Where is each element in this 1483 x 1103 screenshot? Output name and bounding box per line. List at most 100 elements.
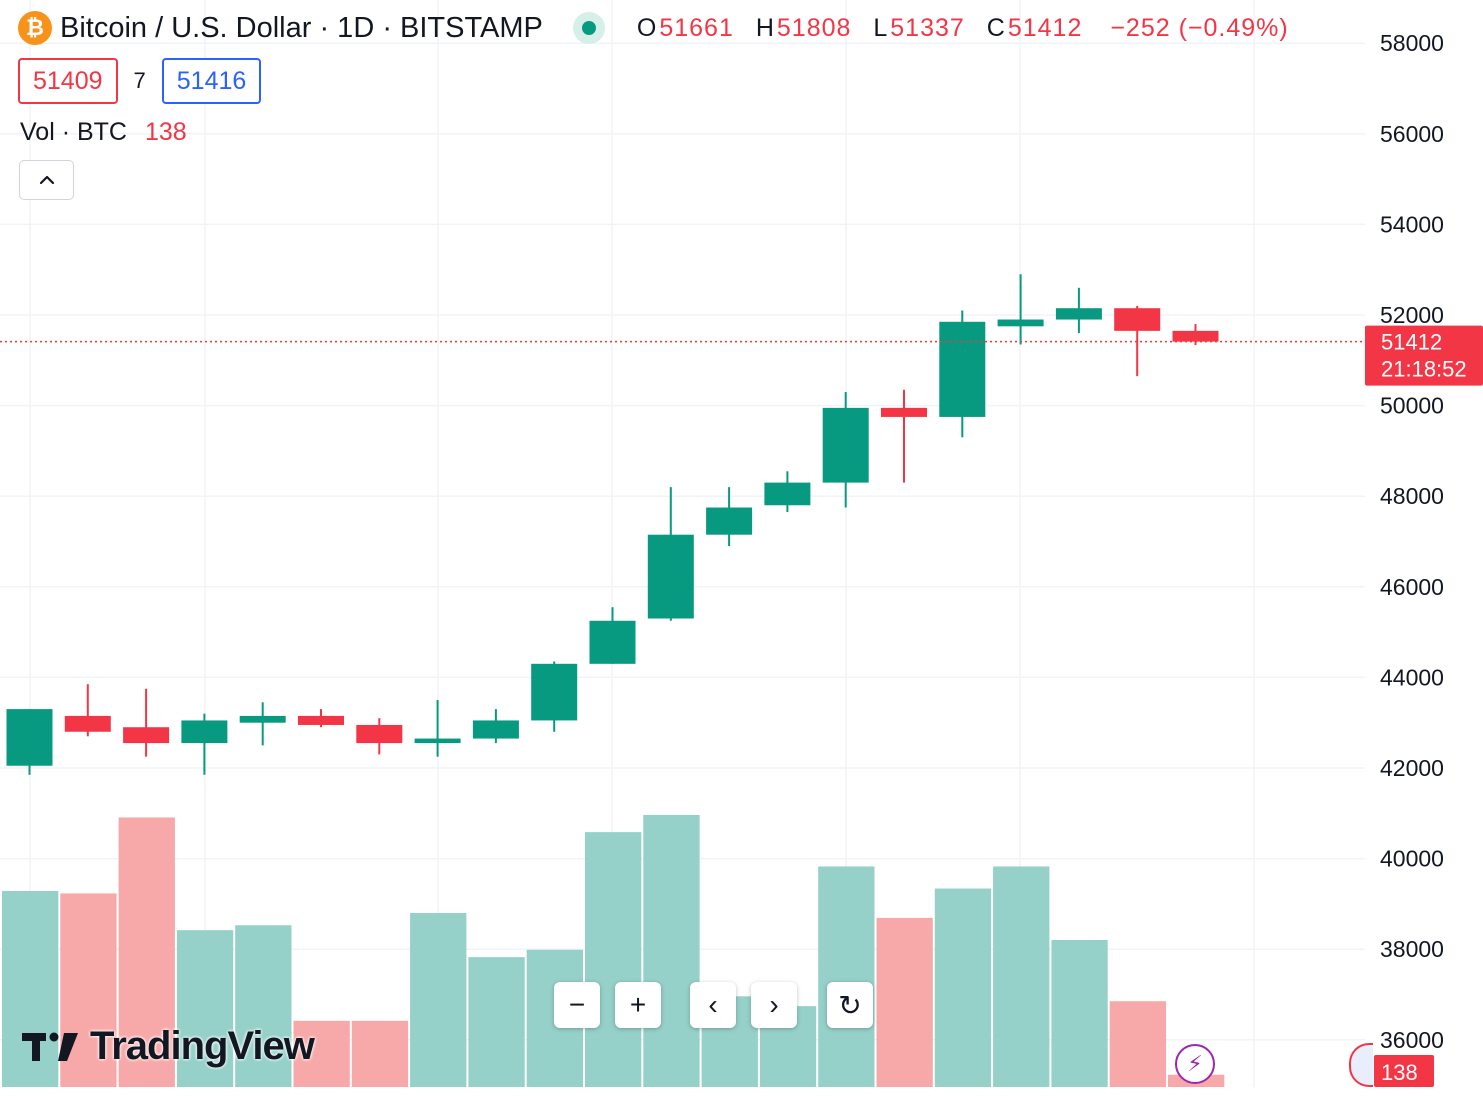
- volume-bar: [993, 866, 1050, 1087]
- volume-bar: [876, 917, 933, 1087]
- volume-label: Vol · BTC: [20, 118, 127, 146]
- candle-body: [764, 482, 811, 506]
- chart-legend: ₿ Bitcoin / U.S. Dollar · 1D · BITSTAMP …: [18, 9, 1289, 47]
- candle[interactable]: [298, 709, 344, 728]
- candle[interactable]: [589, 607, 636, 664]
- price-axis-label: 36000: [1380, 1027, 1444, 1053]
- candle-body: [881, 407, 927, 417]
- scroll-right-button[interactable]: ›: [751, 982, 797, 1028]
- lightning-icon[interactable]: ⚡: [1175, 1044, 1215, 1084]
- candle-body: [589, 620, 636, 664]
- tradingview-logo[interactable]: TradingView: [22, 1024, 315, 1069]
- low-value: 51337: [890, 13, 965, 42]
- high-value: 51808: [776, 13, 852, 42]
- price-axis-label: 50000: [1380, 393, 1444, 419]
- open-value: 51661: [659, 13, 734, 42]
- candle[interactable]: [939, 310, 986, 438]
- price-axis-label: 52000: [1380, 302, 1444, 328]
- high-label: H: [755, 13, 775, 42]
- candle[interactable]: [356, 718, 403, 755]
- ohlc-values: O51661 H51808 L51337 C51412 −252 (−0.49%…: [637, 14, 1289, 43]
- spread-value: 7: [133, 68, 146, 93]
- candle-body: [6, 709, 53, 766]
- candle[interactable]: [6, 709, 53, 775]
- price-axis-label: 40000: [1380, 846, 1444, 872]
- trade-panel: 51409 7 51416: [18, 58, 262, 104]
- candle-body: [997, 319, 1044, 327]
- volume-bar: [176, 930, 234, 1087]
- buy-button[interactable]: 51416: [161, 58, 262, 104]
- candle-body: [239, 715, 286, 723]
- volume-bar: [410, 913, 467, 1087]
- candle-body: [298, 715, 344, 725]
- candle[interactable]: [181, 713, 228, 775]
- price-axis-label: 42000: [1380, 755, 1444, 781]
- bar-countdown: 21:18:52: [1381, 357, 1467, 382]
- tradingview-wordmark: TradingView: [90, 1024, 315, 1068]
- symbol-title[interactable]: Bitcoin / U.S. Dollar · 1D · BITSTAMP: [60, 11, 543, 44]
- candle[interactable]: [531, 661, 578, 732]
- volume-bar: [293, 1020, 350, 1087]
- close-value: 51412: [1007, 13, 1083, 42]
- price-axis-label: 54000: [1380, 211, 1444, 237]
- close-label: C: [986, 13, 1006, 42]
- volume-bar: [118, 817, 175, 1087]
- volume-bar: [585, 832, 642, 1087]
- candle-body: [1114, 308, 1161, 331]
- last-price-tag: 51412 21:18:52: [1365, 325, 1483, 386]
- volume-bar: [351, 1020, 409, 1087]
- price-axis-label: 46000: [1380, 574, 1444, 600]
- candle-body: [706, 507, 753, 535]
- candle[interactable]: [1114, 305, 1161, 377]
- last-price-value: 51412: [1381, 330, 1442, 355]
- candle-body: [356, 724, 403, 744]
- candle[interactable]: [706, 487, 753, 547]
- volume-bar: [818, 866, 875, 1087]
- volume-bar: [1109, 1001, 1166, 1087]
- volume-bar: [934, 888, 992, 1087]
- zoom-in-button[interactable]: +: [615, 982, 661, 1028]
- volume-bars: [2, 815, 1225, 1087]
- price-axis-label: 44000: [1380, 664, 1444, 690]
- low-label: L: [873, 13, 889, 42]
- candle[interactable]: [472, 709, 519, 744]
- candle[interactable]: [123, 688, 170, 757]
- candle[interactable]: [647, 487, 694, 621]
- volume-tag-value: 138: [1381, 1060, 1418, 1085]
- scroll-left-button[interactable]: ‹: [690, 982, 736, 1028]
- price-axis-label: 56000: [1380, 121, 1444, 147]
- candle[interactable]: [414, 700, 461, 757]
- candle[interactable]: [881, 389, 927, 483]
- candle[interactable]: [822, 392, 869, 508]
- price-axis[interactable]: 58000 56000 54000 52000 50000 48000 46000 44000…: [1380, 30, 1444, 1053]
- candle[interactable]: [1055, 287, 1102, 334]
- candle-body: [1172, 330, 1219, 342]
- reset-chart-button[interactable]: ↻: [827, 982, 873, 1028]
- chevron-up-icon: [39, 175, 54, 185]
- volume-bar: [1051, 939, 1108, 1087]
- collapse-legend-button[interactable]: [19, 160, 74, 200]
- volume-bar: [60, 893, 117, 1087]
- zoom-out-button[interactable]: −: [554, 982, 600, 1028]
- candle-body: [181, 720, 228, 744]
- volume-bar: [2, 890, 59, 1087]
- volume-bar: [468, 957, 525, 1087]
- volume-tag: 138: [1374, 1055, 1434, 1087]
- candle-body: [647, 534, 694, 619]
- volume-legend[interactable]: Vol · BTC 138: [20, 118, 187, 147]
- market-status-icon[interactable]: [572, 12, 605, 44]
- volume-bar: [235, 925, 292, 1087]
- candle-body: [64, 715, 111, 732]
- candle-body: [1055, 308, 1102, 320]
- candle-body: [531, 663, 578, 721]
- volume-value: 138: [144, 118, 187, 146]
- candle[interactable]: [64, 684, 111, 737]
- candle-body: [414, 738, 461, 744]
- price-axis-label: 58000: [1380, 30, 1444, 56]
- candle[interactable]: [239, 702, 286, 746]
- candle[interactable]: [764, 471, 811, 513]
- sell-button[interactable]: 51409: [18, 58, 118, 104]
- candle[interactable]: [997, 274, 1044, 345]
- candles: [6, 274, 1219, 775]
